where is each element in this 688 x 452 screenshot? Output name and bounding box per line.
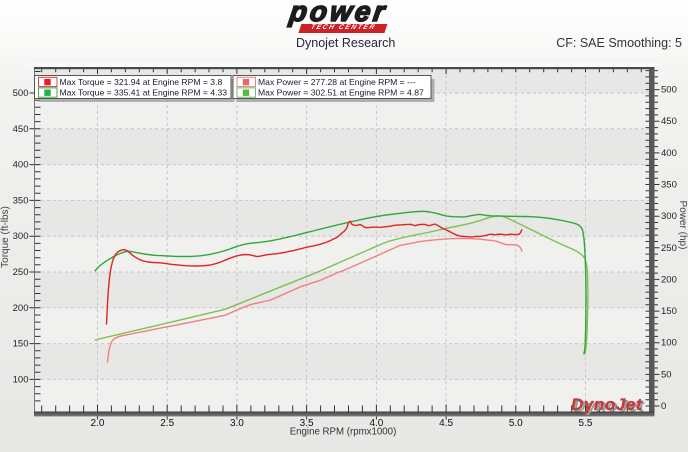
svg-text:DynoJet: DynoJet [574,397,646,416]
svg-text:150: 150 [661,306,677,317]
svg-text:Max Power = 277.28 at Engine R: Max Power = 277.28 at Engine RPM = --- [258,77,416,87]
svg-text:Engine RPM (rpmx1000): Engine RPM (rpmx1000) [290,427,397,438]
svg-text:400: 400 [13,160,29,171]
svg-text:100: 100 [13,374,29,385]
svg-text:450: 450 [13,124,29,135]
svg-text:DynoJet: DynoJet [571,395,643,414]
svg-text:Max Torque = 335.41 at Engine: Max Torque = 335.41 at Engine RPM = 4.33 [60,88,228,98]
svg-text:200: 200 [661,274,677,285]
svg-text:250: 250 [13,267,29,278]
svg-text:2.0: 2.0 [91,418,105,429]
svg-text:450: 450 [661,116,677,127]
svg-text:3.5: 3.5 [300,418,314,429]
svg-text:500: 500 [13,88,29,99]
svg-text:0: 0 [661,401,666,412]
svg-text:350: 350 [661,180,677,191]
svg-text:5.0: 5.0 [509,418,523,429]
svg-text:150: 150 [13,339,29,350]
svg-text:350: 350 [13,195,29,206]
svg-text:Power (hp): Power (hp) [677,201,688,250]
svg-text:Max Power = 302.51 at Engine R: Max Power = 302.51 at Engine RPM = 4.87 [258,88,424,98]
svg-text:4.5: 4.5 [439,418,453,429]
svg-text:50: 50 [661,369,672,380]
svg-text:Max Torque = 321.94 at Engine: Max Torque = 321.94 at Engine RPM = 3.8 [60,77,223,87]
svg-text:250: 250 [661,243,677,254]
svg-text:100: 100 [661,338,677,349]
svg-text:2.5: 2.5 [160,418,174,429]
svg-text:500: 500 [661,85,677,96]
svg-text:400: 400 [661,148,677,159]
svg-text:5.5: 5.5 [579,418,593,429]
svg-text:300: 300 [661,211,677,222]
svg-text:4.0: 4.0 [369,418,383,429]
svg-text:200: 200 [13,303,29,314]
svg-text:3.0: 3.0 [230,418,244,429]
svg-text:Torque (ft-lbs): Torque (ft-lbs) [0,206,11,268]
svg-text:300: 300 [13,231,29,242]
